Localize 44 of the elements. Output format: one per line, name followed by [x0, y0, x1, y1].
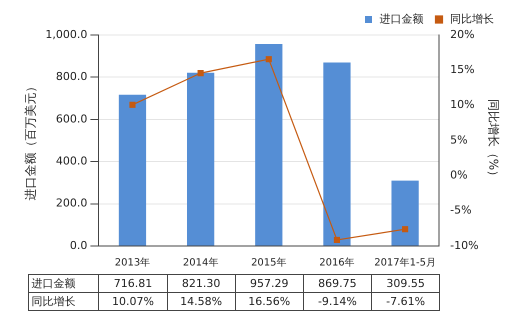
y-tick-label: 0.0 [70, 238, 88, 252]
y-tick-label: 1,000.0 [45, 28, 88, 41]
data-label: -9.14% [303, 292, 372, 310]
bar [323, 62, 351, 246]
legend-label: 进口金额 [380, 12, 424, 26]
bar [186, 72, 214, 246]
data-label: 821.30 [167, 274, 236, 292]
data-label: 957.29 [235, 274, 304, 292]
y-axis-title: 进口金额（百万美元） [23, 80, 38, 200]
data-label: 14.58% [167, 292, 236, 310]
x-tick-label: 2013年 [114, 256, 150, 269]
y2-tick-label: 0% [450, 168, 468, 182]
data-label: 309.55 [372, 274, 440, 292]
point [129, 102, 136, 108]
x-tick-label: 2016年 [319, 256, 355, 269]
data-label: 716.81 [98, 274, 168, 292]
y-tick-label: 600.0 [56, 112, 88, 126]
x-tick-label: 2017年1-5月 [374, 256, 436, 269]
y2-tick-label: 10% [450, 98, 475, 112]
y-tick-label: 200.0 [56, 196, 88, 210]
x-tick-label: 2014年 [182, 256, 218, 269]
y-tick-label: 800.0 [56, 70, 88, 84]
legend-label: 同比增长 [450, 12, 494, 26]
y2-tick-label: 5% [450, 133, 468, 146]
y2-tick-label: -10% [450, 238, 479, 252]
data-label: 10.07% [98, 292, 168, 310]
text: 同比增长 [31, 295, 76, 308]
x-tick-label: 2015年 [251, 256, 287, 269]
point [198, 70, 204, 76]
data-label: -7.61% [372, 292, 440, 310]
y2-axis-title: 同比增长（%） [486, 98, 501, 182]
data-label: 16.56% [235, 292, 304, 310]
point [402, 226, 408, 232]
point [266, 56, 272, 62]
bar [118, 94, 146, 246]
y2-tick-label: 20% [450, 28, 475, 41]
bar [391, 180, 419, 246]
y2-tick-label: 15% [450, 63, 475, 76]
y2-tick-label: -5% [450, 204, 472, 217]
bar [255, 44, 282, 246]
data-label: 869.75 [303, 274, 372, 292]
point [334, 236, 340, 244]
y-tick-label: 400.0 [56, 154, 88, 168]
text: 进口金额 [31, 277, 76, 290]
